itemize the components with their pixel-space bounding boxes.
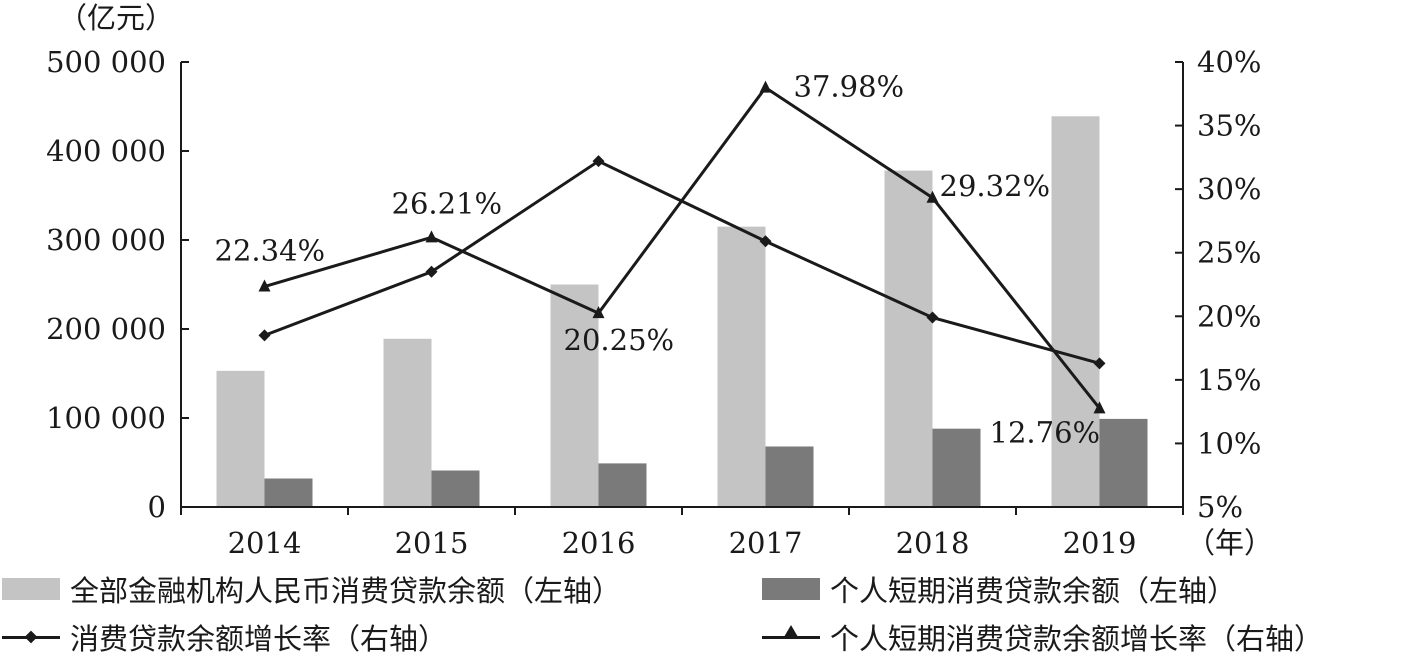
left-tick-label: 500 000: [46, 45, 166, 79]
data-label-2016: 20.25%: [564, 323, 675, 357]
left-tick-label: 400 000: [46, 134, 166, 168]
data-label-2014: 22.34%: [215, 234, 326, 268]
legend-item-short-term-loans: 个人短期消费贷款余额（左轴）: [762, 568, 1236, 610]
diamond-marker-icon: [24, 630, 38, 644]
x-tick-label-2015: 2015: [395, 526, 469, 560]
diamond-marker: [592, 155, 605, 168]
legend-item-consumer-loan-growth: 消费贷款余额增长率（右轴）: [2, 616, 447, 658]
legend-line: [2, 626, 60, 648]
x-tick-label-2019: 2019: [1063, 526, 1137, 560]
right-tick-label: 30%: [1197, 172, 1261, 206]
x-tick-label-2014: 2014: [228, 526, 302, 560]
data-label-2015: 26.21%: [392, 186, 503, 220]
triangle-marker: [258, 279, 271, 292]
bar-short-term-loans-2015: [431, 470, 480, 507]
bar-total-consumer-loans-2014: [216, 370, 265, 507]
bar-total-consumer-loans-2017: [717, 226, 766, 507]
chart: 0 100 000 200 000 300 000 400 000 500 000 5% 10…: [46, 1, 1273, 560]
right-tick-label: 15%: [1197, 363, 1261, 397]
bar-total-consumer-loans-2019: [1051, 116, 1100, 507]
triangle-marker: [425, 230, 438, 243]
legend-line: [762, 625, 820, 648]
legend-swatch: [2, 578, 60, 600]
x-tick-label-2018: 2018: [896, 526, 970, 560]
data-label-2017: 37.98%: [794, 70, 905, 104]
left-tick-label: 0: [148, 490, 166, 524]
legend-label: 全部金融机构人民币消费贷款余额（左轴）: [70, 574, 622, 608]
legend-item-short-term-loan-growth: 个人短期消费贷款余额增长率（右轴）: [762, 616, 1323, 658]
legend-label: 个人短期消费贷款余额（左轴）: [830, 574, 1237, 608]
right-tick-label: 5%: [1197, 490, 1243, 524]
triangle-marker: [759, 80, 772, 93]
left-tick-label: 300 000: [46, 223, 166, 257]
left-tick-label: 100 000: [46, 401, 166, 435]
bar-short-term-loans-2016: [598, 463, 647, 507]
triangle-marker: [1093, 401, 1106, 414]
bar-total-consumer-loans-2015: [383, 338, 432, 507]
y-left-unit-label: （亿元）: [58, 1, 174, 35]
legend-label: 个人短期消费贷款余额增长率（右轴）: [830, 622, 1324, 656]
triangle-marker-icon: [784, 625, 798, 637]
diamond-marker: [258, 329, 271, 342]
diamond-marker: [926, 311, 939, 324]
right-tick-label: 10%: [1197, 426, 1261, 460]
bar-short-term-loans-2017: [765, 446, 814, 507]
x-tick-label-2016: 2016: [562, 526, 636, 560]
diamond-marker: [759, 235, 772, 248]
data-label-2019: 12.76%: [990, 415, 1101, 449]
bar-total-consumer-loans-2018: [884, 170, 933, 507]
bars: [216, 116, 1148, 507]
legend-swatch: [762, 578, 820, 600]
right-tick-label: 20%: [1197, 299, 1261, 333]
left-tick-label: 200 000: [46, 312, 166, 346]
legend-label: 消费贷款余额增长率（右轴）: [70, 622, 448, 656]
bar-short-term-loans-2014: [264, 478, 313, 507]
right-tick-label: 25%: [1197, 236, 1261, 270]
x-tick-label-2017: 2017: [729, 526, 803, 560]
diamond-marker: [1093, 357, 1106, 370]
bar-total-consumer-loans-2016: [550, 284, 599, 507]
triangle-marker: [592, 306, 605, 319]
legend-item-total-consumer-loans: 全部金融机构人民币消费贷款余额（左轴）: [2, 568, 621, 610]
data-label-2018: 29.32%: [940, 169, 1051, 203]
triangle-marker: [926, 190, 939, 203]
lines: [258, 80, 1106, 414]
x-unit-label: （年）: [1186, 526, 1273, 560]
line-short-term-loan-growth: [264, 85, 1101, 410]
right-tick-label: 35%: [1197, 109, 1261, 143]
legend: 全部金融机构人民币消费贷款余额（左轴） 个人短期消费贷款余额（左轴） 消费贷款余…: [0, 560, 1423, 656]
diamond-marker: [425, 265, 438, 278]
axes: 0 100 000 200 000 300 000 400 000 500 000 5% 10…: [46, 1, 1273, 560]
bar-short-term-loans-2019: [1099, 418, 1148, 507]
right-tick-label: 40%: [1197, 45, 1261, 79]
bar-short-term-loans-2018: [932, 428, 981, 507]
labels: 22.34% 26.21% 20.25% 37.98% 29.32% 12.76%: [215, 70, 1101, 450]
